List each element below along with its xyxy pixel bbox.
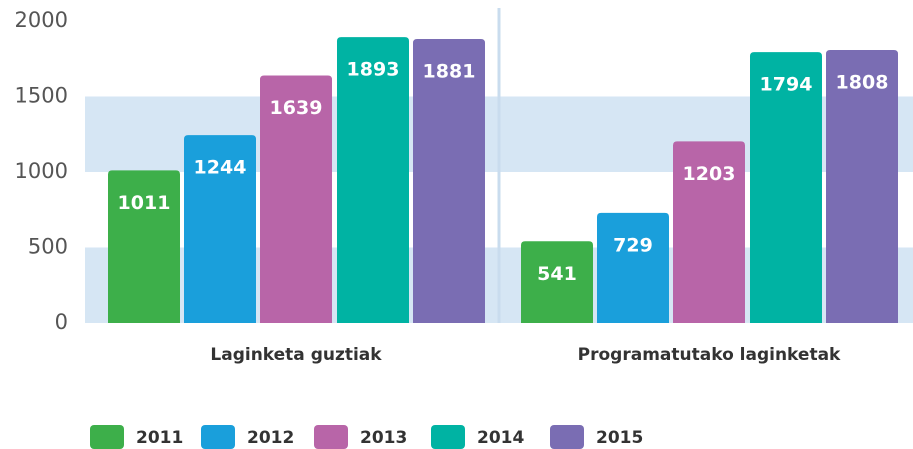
bar bbox=[597, 212, 669, 323]
data-label: 1639 bbox=[270, 97, 323, 119]
bar bbox=[260, 75, 332, 323]
y-tick-label: 2000 bbox=[15, 8, 68, 32]
bar bbox=[673, 141, 745, 323]
legend-swatch bbox=[90, 425, 124, 449]
legend-label: 2012 bbox=[247, 428, 294, 448]
x-tick-label: Programatutako laginketak bbox=[578, 345, 841, 365]
bar bbox=[184, 135, 256, 323]
legend-swatch bbox=[431, 425, 465, 449]
bar bbox=[750, 52, 822, 324]
data-label: 1881 bbox=[423, 60, 476, 82]
y-tick-label: 500 bbox=[28, 235, 68, 259]
data-label: 1794 bbox=[760, 74, 813, 96]
legend-label: 2015 bbox=[596, 428, 643, 448]
bar bbox=[413, 38, 485, 324]
data-label: 1893 bbox=[347, 59, 400, 81]
data-label: 729 bbox=[613, 234, 653, 256]
legend-swatch bbox=[550, 425, 584, 449]
legend-swatch bbox=[201, 425, 235, 449]
data-label: 1011 bbox=[118, 192, 171, 214]
y-tick-label: 1500 bbox=[15, 84, 68, 108]
bar bbox=[826, 49, 898, 323]
y-tick-label: 1000 bbox=[15, 159, 68, 183]
legend-label: 2011 bbox=[136, 428, 183, 448]
bar bbox=[521, 241, 593, 323]
legend-swatch bbox=[314, 425, 348, 449]
data-label: 1808 bbox=[836, 71, 889, 93]
x-tick-label: Laginketa guztiak bbox=[210, 345, 382, 365]
y-tick-label: 0 bbox=[55, 310, 68, 334]
data-label: 1244 bbox=[194, 157, 247, 179]
bar bbox=[337, 37, 409, 323]
legend-label: 2014 bbox=[477, 428, 524, 448]
data-label: 541 bbox=[537, 263, 577, 285]
legend-label: 2013 bbox=[360, 428, 407, 448]
data-label: 1203 bbox=[683, 163, 736, 185]
bar bbox=[108, 170, 180, 323]
